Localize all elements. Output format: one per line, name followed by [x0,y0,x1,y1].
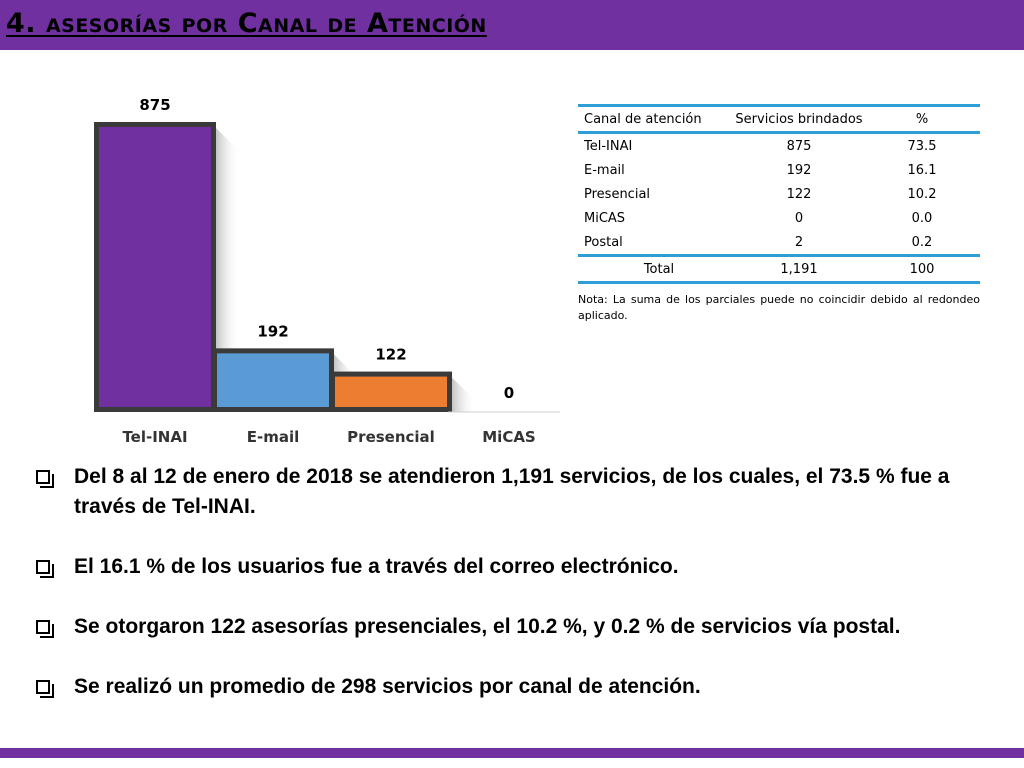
table-cell: Postal [584,234,623,250]
bar-shadow [452,377,476,412]
bar-shadow [216,128,240,412]
bullet-text: Se otorgaron 122 asesorías presenciales,… [74,615,901,638]
table-note: Nota: La suma de los parciales puede no … [578,293,980,322]
bullet-text: Del 8 al 12 de enero de 2018 se atendier… [74,465,950,518]
bullet-item: Del 8 al 12 de enero de 2018 se atendier… [36,462,1011,522]
category-label: E-mail [247,428,300,446]
table-cell: 192 [786,162,812,178]
table-cell: 0.0 [911,210,933,226]
bullet-list: Del 8 al 12 de enero de 2018 se atendier… [36,462,1011,732]
checkbox-bullet-icon [36,620,54,638]
table-cell: 122 [786,186,812,202]
column-header-percent: % [915,111,929,127]
table-cell: E-mail [584,162,625,178]
footer-bar [0,748,1024,758]
category-label: MiCAS [482,428,536,446]
table-header-row: Canal de atención Servicios brindados % [578,105,980,133]
bullet-item: Se realizó un promedio de 298 servicios … [36,672,1011,702]
table-cell: 100 [909,261,935,277]
table-cell: 10.2 [907,186,937,202]
bar-presencial [335,376,447,407]
column-header-canal: Canal de atención [584,111,702,127]
bullet-text: Se realizó un promedio de 298 servicios … [74,675,701,698]
data-label: 122 [375,346,406,364]
bullet-text: El 16.1 % de los usuarios fue a través d… [74,555,679,578]
table-row: Tel-INAI 875 73.5 [578,133,980,159]
table-cell: 16.1 [907,162,937,178]
table-cell: 0 [794,210,804,226]
data-table: Canal de atención Servicios brindados % … [578,104,980,284]
table-cell: Presencial [584,186,651,202]
bar-tel-inai [99,127,211,407]
bullet-item: El 16.1 % de los usuarios fue a través d… [36,552,1011,582]
table-cell: MiCAS [584,210,626,226]
header-bar: 4. asesorías por Canal de Atención [0,0,1024,50]
table-row: Presencial 122 10.2 [578,182,980,206]
data-table-panel: Canal de atención Servicios brindados % … [578,104,980,324]
column-header-servicios: Servicios brindados [735,111,863,127]
data-label: 875 [139,96,170,114]
table-cell: Tel-INAI [584,138,633,154]
table-cell: 73.5 [907,138,937,154]
bar-chart: 875Tel-INAI192E-mail122Presencial0MiCAS2… [94,96,560,446]
table-cell: 875 [786,138,812,154]
table-cell: 2 [794,234,804,250]
checkbox-bullet-icon [36,560,54,578]
table-cell: 0.2 [911,234,933,250]
table-row: MiCAS 0 0.0 [578,206,980,230]
checkbox-bullet-icon [36,470,54,488]
bar-e-mail [217,353,329,407]
checkbox-bullet-icon [36,680,54,698]
table-cell: Total [643,261,675,277]
table-row: Postal 2 0.2 [578,230,980,256]
table-total-row: Total 1,191 100 [578,255,980,283]
category-label: Presencial [347,428,435,446]
table-cell: 1,191 [780,261,818,277]
table-row: E-mail 192 16.1 [578,158,980,182]
data-label: 0 [504,384,514,402]
category-label: Tel-INAI [122,428,187,446]
data-label: 192 [257,322,288,340]
page-title: 4. asesorías por Canal de Atención [6,8,487,39]
bullet-item: Se otorgaron 122 asesorías presenciales,… [36,612,1011,642]
